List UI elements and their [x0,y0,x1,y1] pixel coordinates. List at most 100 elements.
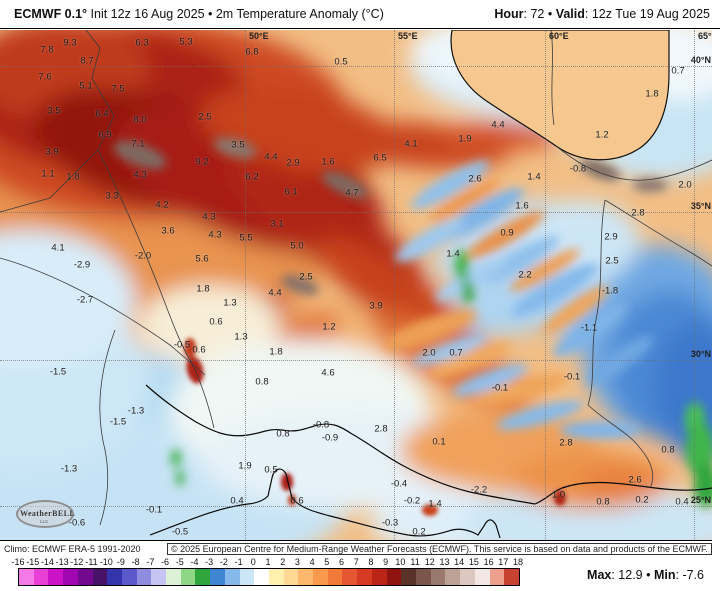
map-value-label: 7.5 [111,83,125,95]
colorbar-tick-label: -8 [131,557,140,567]
map-value-label: 6.8 [245,46,259,58]
colorbar-tick-label: 18 [512,557,524,567]
colorbar-cell [415,569,431,585]
coastlines [145,384,712,539]
map-title: ECMWF 0.1° Init 12z 16 Aug 2025 • 2m Tem… [14,7,384,21]
map-value-label: 0.8 [255,376,269,388]
colorbar-tick-label: 1 [265,557,271,567]
map-value-label: 0.4 [230,495,244,507]
colorbar-tick-label: 14 [454,557,465,567]
colorbar-cell [210,569,225,585]
map-value-label: 0.9 [500,227,514,239]
map-value-label: 1.9 [458,133,472,145]
map-value-label: 6.4 [95,108,109,120]
graticule-meridian [545,30,546,540]
map-value-label: -0.5 [171,526,189,538]
map-value-label: 6.9 [98,129,112,141]
map-value-label: 5.3 [179,36,193,48]
map-value-label: 6.2 [245,171,259,183]
map-value-label: 4.1 [51,242,65,254]
min-value: : -7.6 [675,568,705,582]
colorbar-cell [445,569,461,585]
map-value-label: 0.7 [671,65,685,77]
map-value-label: 2.5 [299,271,313,283]
map-value-label: 2.0 [678,179,692,191]
map-value-label: 0.8 [276,428,290,440]
map-value-label: -0.9 [321,432,339,444]
hour-label: Hour [494,7,524,21]
colorbar-tick-label: -4 [190,557,199,567]
map-value-label: -0.8 [569,163,587,175]
map-value-label: 2.8 [559,437,573,449]
map-value-label: 3.5 [231,139,245,151]
map-value-label: 1.6 [515,200,529,212]
colorbar-cell [342,569,358,585]
graticule-parallel [0,212,712,213]
colorbar-tick-label: 4 [309,557,315,567]
map-value-label: 0.5 [334,56,348,68]
map-value-label: 1.9 [238,460,252,472]
colorbar-cell [224,569,240,585]
colorbar-cell [489,569,505,585]
colorbar-cell [121,569,137,585]
map-value-label: 6.3 [135,37,149,49]
map-value-label: 1.8 [196,283,210,295]
copyright-note: © 2025 European Centre for Medium-Range … [166,543,712,555]
colorbar-tick-label: 17 [498,557,509,567]
map-value-label: 2.8 [631,207,645,219]
map-value-label: 5.6 [195,253,209,265]
map-value-label: 6.1 [284,186,298,198]
map-value-label: 2.6 [468,173,482,185]
map-value-label: -1.3 [60,463,78,475]
colorbar-cell [268,569,284,585]
colorbar-cell [504,569,519,585]
map-value-label: 4.4 [264,151,278,163]
map-value-label: 5.5 [239,232,253,244]
colorbar-tick-label: -6 [161,557,170,567]
detail-anomaly-blobs [113,137,712,507]
colorbar-cell [386,569,402,585]
map-value-label: 7.1 [131,138,145,150]
colorbar-cell [371,569,387,585]
map-value-label: -0.3 [381,517,399,529]
colorbar [18,568,520,586]
map-value-label: 7.6 [38,71,52,83]
graticule-meridian [694,30,695,540]
map-value-label: 2.6 [628,474,642,486]
weatherbell-logo: WeatherBELL LLC [16,498,100,532]
colorbar-tick-label: -14 [40,557,54,567]
map-value-label: -1.8 [601,285,619,297]
map-value-label: -2.9 [73,259,91,271]
colorbar-cell [166,569,181,585]
colorbar-cell [136,569,152,585]
colorbar-cell [327,569,343,585]
map-value-label: -0.5 [173,339,191,351]
map-value-label: 4.3 [208,229,222,241]
map-value-label: -0.1 [491,382,509,394]
colorbar-cell [401,569,416,585]
map-value-label: -0.4 [390,478,408,490]
colorbar-tick-label: 6 [339,557,345,567]
map-value-label: 5.0 [290,240,304,252]
model-name: ECMWF 0.1° [14,7,88,21]
map-value-label: 8.7 [80,55,94,67]
graticule-parallel [0,360,712,361]
map-value-label: -0.2 [403,495,421,507]
map-value-label: 9.2 [195,156,209,168]
map-value-label: 0.8 [596,496,610,508]
map-value-label: -1.1 [580,322,598,334]
latitude-label: 40°N [690,55,711,65]
valid-label: Valid [555,7,585,21]
init-and-parameter: Init 12z 16 Aug 2025 • 2m Temperature An… [87,7,384,21]
colorbar-tick-label: 0 [250,557,256,567]
map-value-label: 0.6 [192,344,206,356]
map-value-label: -0.8 [312,419,330,431]
colorbar-cell [298,569,314,585]
colorbar-tick-label: -9 [116,557,125,567]
map-value-label: 1.1 [41,168,55,180]
map-value-label: 0.2 [635,494,649,506]
colorbar-tick-label: -1 [234,557,243,567]
map-value-label: 0.1 [432,436,446,448]
latitude-label: 30°N [690,349,711,359]
